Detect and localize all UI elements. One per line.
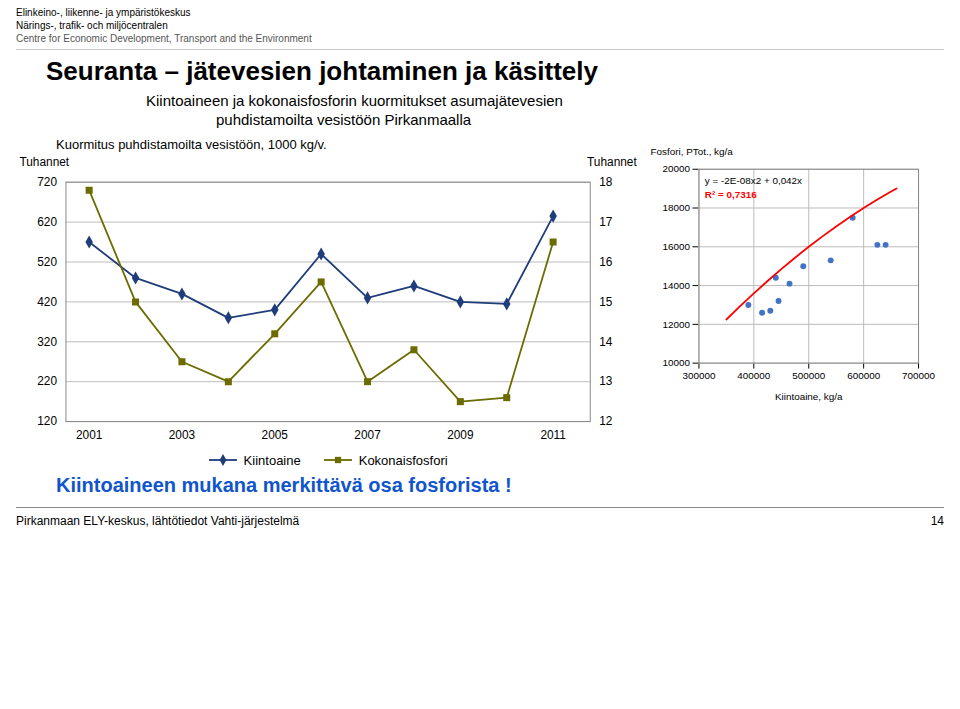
html-text:Närings-, trafik- och miljöcen: Närings-, trafik- och miljöcentralen [16,20,168,31]
svg-text:18000: 18000 [663,202,691,213]
svg-text:16000: 16000 [663,241,691,252]
html-text:puhdistamoilta vesistöön Pirka: puhdistamoilta vesistöön Pirkanmaalla [216,111,472,128]
svg-text:2011: 2011 [540,428,566,442]
svg-text:13: 13 [599,374,613,388]
html-text:Kiintoaineen mukana merkittävä: Kiintoaineen mukana merkittävä osa fosfo… [56,473,512,496]
svg-text:18: 18 [599,175,613,189]
svg-text:10000: 10000 [663,357,691,368]
svg-text:12: 12 [599,414,612,428]
svg-text:320: 320 [37,335,57,349]
html-text:Centre for Economic Developmen: Centre for Economic Development, Transpo… [16,33,312,44]
svg-text:220: 220 [37,374,57,388]
html-text:Kokonaisfosfori: Kokonaisfosfori [358,452,448,468]
svg-text:15: 15 [599,295,613,309]
svg-text:20000: 20000 [663,163,691,174]
svg-text:14000: 14000 [663,280,691,291]
svg-text:500000: 500000 [792,370,825,381]
svg-text:700000: 700000 [902,370,935,381]
html-text:14: 14 [930,513,944,528]
svg-text:2005: 2005 [262,428,289,442]
html-text:Seuranta – jätevesien johtamin: Seuranta – jätevesien johtaminen ja käsi… [46,56,598,86]
svg-text:12000: 12000 [663,319,691,330]
html-text:Kiintoaineen ja kokonaisfosfor: Kiintoaineen ja kokonaisfosforin kuormit… [146,92,563,109]
svg-text:Fosfori, PTot., kg/a: Fosfori, PTot., kg/a [651,146,734,157]
svg-text:R² = 0,7316: R² = 0,7316 [705,189,757,200]
svg-text:2009: 2009 [447,428,474,442]
svg-text:300000: 300000 [683,370,716,381]
svg-text:520: 520 [37,255,57,269]
svg-text:120: 120 [37,414,57,428]
svg-text:600000: 600000 [847,370,880,381]
svg-text:400000: 400000 [738,370,771,381]
svg-text:2001: 2001 [76,428,103,442]
html-text:Kuormitus puhdistamoilta vesis: Kuormitus puhdistamoilta vesistöön, 1000… [56,137,327,152]
svg-text:620: 620 [37,215,57,229]
svg-text:420: 420 [37,295,57,309]
svg-text:720: 720 [37,175,57,189]
svg-text:Kiintoaine, kg/a: Kiintoaine, kg/a [775,391,843,402]
html-text:Elinkeino-, liikenne- ja ympär: Elinkeino-, liikenne- ja ympäristökeskus [16,7,191,18]
svg-text:17: 17 [599,215,612,229]
html-text:Kiintoaine: Kiintoaine [243,452,301,468]
svg-text:2007: 2007 [354,428,380,442]
html-text:Pirkanmaan ELY-keskus, lähtöti: Pirkanmaan ELY-keskus, lähtötiedot Vahti… [16,513,300,528]
svg-text:14: 14 [599,335,613,349]
svg-text:2003: 2003 [169,428,196,442]
svg-text:y = -2E-08x2 + 0,042x: y = -2E-08x2 + 0,042x [705,175,802,186]
svg-text:16: 16 [599,255,613,269]
svg-text:Tuhannet: Tuhannet [19,155,69,169]
svg-text:Tuhannet: Tuhannet [587,155,637,169]
